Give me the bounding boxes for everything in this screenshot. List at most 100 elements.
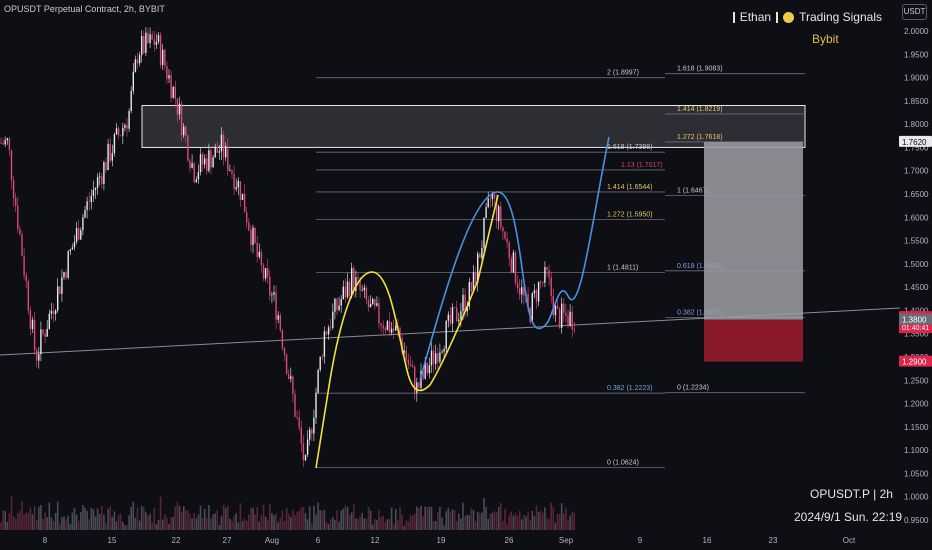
volume-bar (227, 505, 229, 530)
volume-bar (239, 503, 242, 530)
candle-body (195, 179, 197, 183)
volume-bar (451, 509, 454, 530)
volume-bar (75, 514, 78, 530)
volume-bar (300, 507, 303, 530)
volume-bar (23, 514, 25, 530)
candle-body (332, 311, 334, 328)
volume-bar (405, 520, 408, 530)
candle-body (365, 287, 368, 300)
volume-bar (474, 521, 477, 530)
candle-body (506, 238, 508, 243)
volume-bar (392, 524, 395, 530)
volume-bar (174, 506, 177, 530)
volume-bar (302, 507, 305, 530)
x-tick-label: 26 (505, 536, 514, 545)
x-tick-label: 16 (703, 536, 712, 545)
candle-body (571, 311, 573, 330)
candle-body (23, 255, 25, 276)
candle-body (229, 170, 231, 172)
currency-button[interactable]: USDT (902, 4, 927, 20)
volume-bar (237, 522, 240, 530)
volume-bar (134, 517, 137, 530)
volume-bar (382, 515, 384, 530)
volume-bar (357, 518, 359, 530)
volume-bar (264, 516, 267, 530)
volume-bar (94, 516, 97, 530)
volume-bar (537, 511, 540, 530)
volume-bar (500, 503, 502, 530)
candle-body (405, 350, 407, 360)
candle-body (527, 294, 529, 308)
price-tag-label: 1.3800 (902, 316, 927, 325)
candle-body (523, 287, 525, 296)
volume-bar (218, 524, 221, 530)
candle-body (258, 251, 260, 257)
y-tick-label: 1.7500 (904, 143, 929, 152)
candle-body (237, 181, 239, 188)
fib-label: 1.13 (1.7017) (621, 162, 663, 169)
candle-body (210, 150, 212, 168)
volume-bar (497, 506, 500, 530)
candle-body (344, 286, 347, 298)
candle-body (59, 286, 61, 294)
volume-bar (31, 514, 34, 530)
volume-bar (136, 507, 139, 530)
volume-bar (140, 506, 143, 530)
candle-body (147, 32, 149, 44)
candle-body (569, 311, 571, 326)
candle-body (395, 325, 397, 331)
candle-body (306, 439, 309, 455)
volume-bar (201, 518, 204, 530)
candle-body (464, 294, 466, 312)
candle-body (567, 315, 569, 326)
volume-bar (353, 504, 355, 530)
volume-bar (418, 508, 420, 530)
candle-body (248, 222, 250, 231)
volume-bar (189, 514, 191, 530)
volume-bar (565, 508, 567, 530)
volume-bar (61, 517, 63, 530)
y-tick-label: 1.2000 (904, 400, 929, 409)
y-tick-label: 1.3500 (904, 330, 929, 339)
exchange-label: Bybit (812, 32, 839, 46)
volume-bar (556, 514, 559, 530)
volume-bar (371, 524, 374, 530)
volume-bar (126, 524, 128, 530)
candle-body (493, 193, 496, 198)
loss-zone (704, 319, 803, 362)
volume-bar (21, 501, 23, 530)
candle-body (556, 305, 559, 309)
candle-body (430, 350, 433, 366)
candle-body (443, 348, 445, 352)
volume-bar (376, 520, 378, 530)
candle-body (573, 329, 575, 331)
volume-bar (279, 517, 282, 530)
candle-body (204, 158, 206, 165)
candle-body (225, 146, 227, 158)
candle-body (462, 294, 464, 312)
y-tick-label: 1.6500 (904, 190, 929, 199)
candle-body (138, 55, 141, 64)
volume-bar (514, 512, 517, 530)
chart-title: OPUSDT Perpetual Contract, 2h, BYBIT (4, 4, 165, 14)
candle-body (42, 329, 44, 334)
candle-body (275, 292, 277, 320)
volume-bar (46, 517, 48, 530)
volume-bar (455, 520, 458, 530)
candle-body (552, 295, 554, 316)
y-tick-label: 1.2500 (904, 376, 929, 385)
volume-bar (447, 508, 450, 530)
y-tick-label: 1.5500 (904, 237, 929, 246)
candle-body (267, 268, 269, 277)
candle-body (288, 374, 290, 379)
candle-body (134, 59, 137, 72)
x-tick-label: 22 (172, 536, 181, 545)
candle-body (477, 253, 479, 283)
volume-bar (365, 518, 368, 530)
candle-body (92, 189, 95, 197)
candle-body (48, 313, 50, 329)
candle-body (470, 282, 473, 292)
candle-body (57, 286, 59, 311)
price-tag (899, 355, 932, 367)
